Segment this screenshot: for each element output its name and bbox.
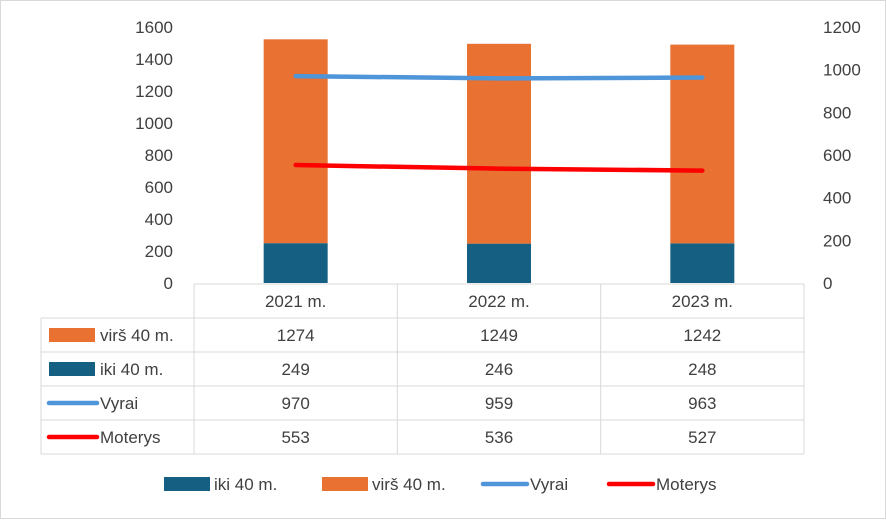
y-left-tick-label: 200 bbox=[145, 242, 173, 261]
row-label: iki 40 m. bbox=[100, 360, 163, 379]
y-left-tick-label: 400 bbox=[145, 210, 173, 229]
table-cell-value: 553 bbox=[281, 428, 309, 447]
legend-label: iki 40 m. bbox=[214, 475, 277, 494]
row-label: Moterys bbox=[100, 428, 160, 447]
table-cell-value: 536 bbox=[485, 428, 513, 447]
table-cell-value: 527 bbox=[688, 428, 716, 447]
y-right-tick-label: 400 bbox=[823, 189, 851, 208]
bar-vir-40-m- bbox=[670, 44, 735, 244]
table-key-swatch bbox=[49, 362, 95, 376]
table-cell-value: 249 bbox=[281, 360, 309, 379]
y-left-tick-label: 1400 bbox=[135, 50, 173, 69]
legend-swatch bbox=[322, 477, 368, 491]
table-cell-value: 963 bbox=[688, 394, 716, 413]
bar-vir-40-m- bbox=[263, 39, 328, 244]
legend-label: Moterys bbox=[656, 475, 716, 494]
y-right-tick-label: 800 bbox=[823, 103, 851, 122]
y-left-tick-label: 1200 bbox=[135, 82, 173, 101]
y-right-tick-label: 0 bbox=[823, 274, 832, 293]
y-right-tick-label: 600 bbox=[823, 146, 851, 165]
category-label: 2023 m. bbox=[672, 292, 733, 311]
line-series-moterys bbox=[293, 162, 705, 173]
table-cell-value: 1242 bbox=[683, 326, 721, 345]
bar-iki-40-m- bbox=[670, 243, 735, 283]
legend-label: virš 40 m. bbox=[372, 475, 446, 494]
table-cell-value: 1249 bbox=[480, 326, 518, 345]
y-left-tick-label: 1000 bbox=[135, 114, 173, 133]
y-right-tick-label: 1200 bbox=[823, 18, 861, 37]
legend-label: Vyrai bbox=[530, 475, 568, 494]
y-right-tick-label: 1000 bbox=[823, 61, 861, 80]
table-cell-value: 246 bbox=[485, 360, 513, 379]
legend-swatch bbox=[164, 477, 210, 491]
table-cell-value: 1274 bbox=[277, 326, 315, 345]
bar-iki-40-m- bbox=[467, 243, 531, 283]
row-label: Vyrai bbox=[100, 394, 138, 413]
row-label: virš 40 m. bbox=[100, 326, 174, 345]
y-right-tick-label: 200 bbox=[823, 231, 851, 250]
category-label: 2022 m. bbox=[468, 292, 529, 311]
y-left-tick-label: 0 bbox=[164, 274, 173, 293]
line-series-vyrai bbox=[293, 73, 705, 81]
y-left-tick-label: 1600 bbox=[135, 18, 173, 37]
table-cell-value: 248 bbox=[688, 360, 716, 379]
bar-iki-40-m- bbox=[263, 243, 328, 283]
table-key-swatch bbox=[49, 328, 95, 342]
table-cell-value: 959 bbox=[485, 394, 513, 413]
table-cell-value: 970 bbox=[281, 394, 309, 413]
y-left-tick-label: 800 bbox=[145, 146, 173, 165]
category-label: 2021 m. bbox=[265, 292, 326, 311]
bar-vir-40-m- bbox=[467, 43, 531, 244]
y-left-tick-label: 600 bbox=[145, 178, 173, 197]
